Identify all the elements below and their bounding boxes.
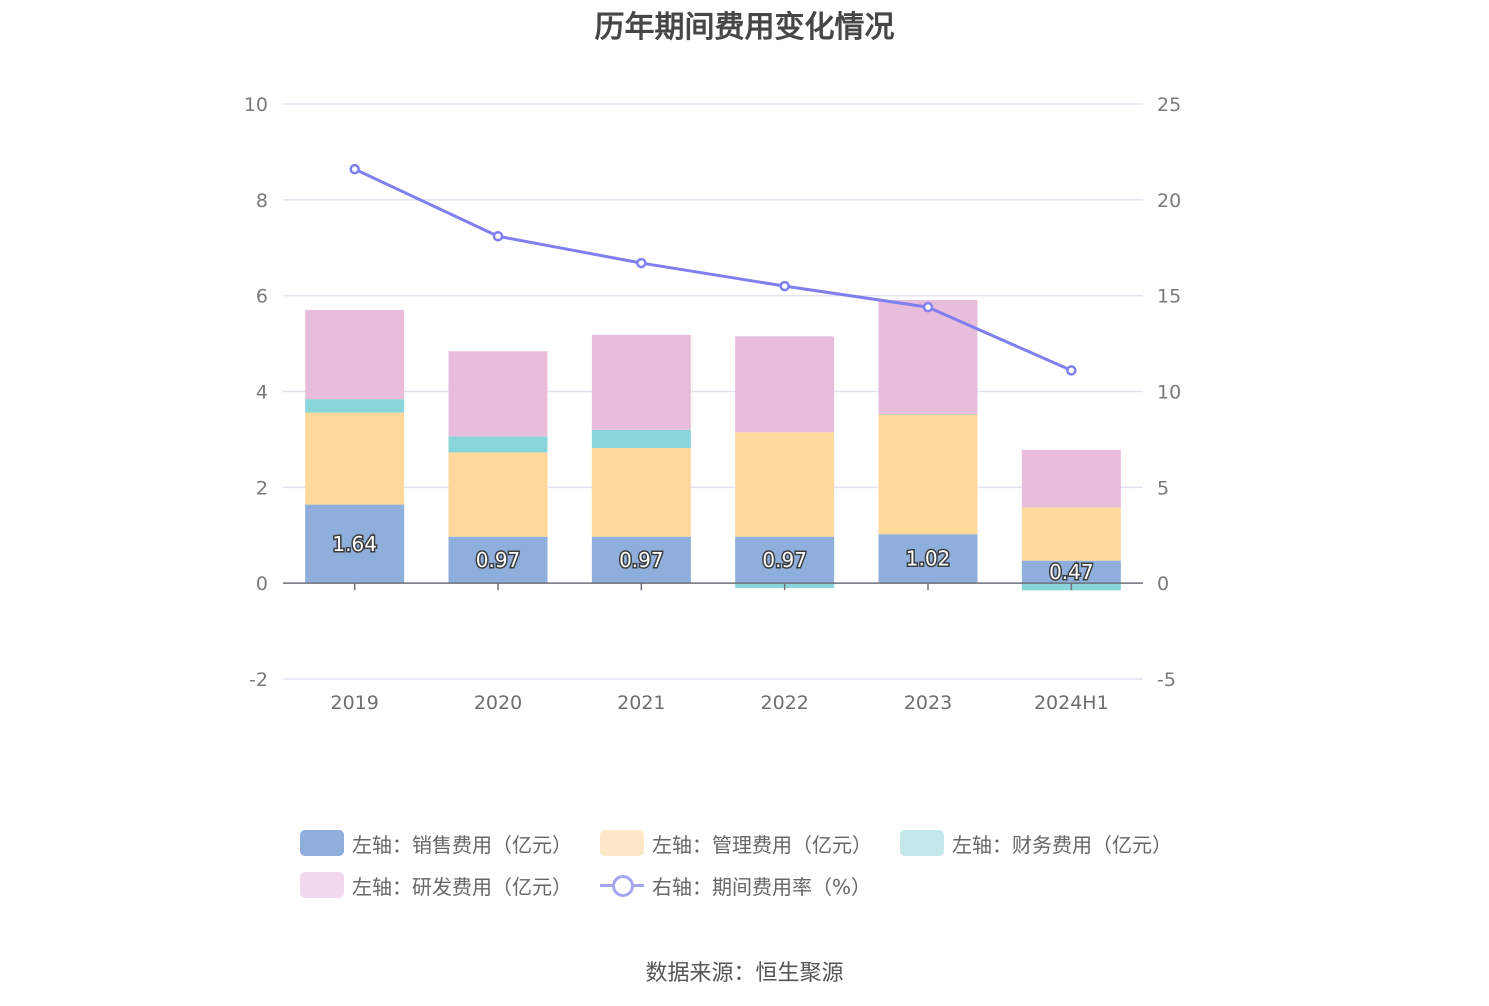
right-axis-tick-label: 25 [1157, 94, 1181, 116]
right-axis-tick-label: 0 [1157, 573, 1169, 595]
legend-swatch-rnd [300, 872, 344, 898]
bar-segment-3-2020 [448, 351, 548, 437]
data-label: 0.47 [1049, 560, 1094, 584]
bar-segment-2-2019 [305, 399, 405, 413]
right-axis-tick-label: -5 [1157, 669, 1176, 691]
legend-item-sales[interactable]: 左轴：销售费用（亿元） [300, 829, 572, 858]
left-axis-tick-label: -2 [249, 669, 268, 691]
legend-item-finance[interactable]: 左轴：财务费用（亿元） [900, 829, 1172, 858]
bar-segment-2-2020 [448, 436, 548, 453]
left-axis-tick-label: 2 [256, 477, 268, 499]
bar-segment-1-2024H1 [1021, 507, 1121, 561]
left-axis-tick-label: 4 [256, 382, 268, 404]
bar-segment-2-2021 [591, 429, 691, 449]
rate-point [1066, 365, 1077, 376]
legend-swatch-admin [600, 830, 644, 856]
left-axis-tick-label: 10 [244, 94, 268, 116]
legend-swatch-finance [900, 830, 944, 856]
bar-segment-0-2022 [735, 536, 835, 584]
bar-segment-0-2021 [591, 536, 691, 584]
rate-point [779, 280, 790, 292]
bar-segment-0-2019 [305, 504, 405, 584]
right-axis-tick-label: 20 [1157, 190, 1181, 212]
bar-segment-3-2022 [735, 336, 835, 433]
bar-segment-0-2023 [878, 534, 978, 584]
bar-segment-1-2022 [735, 432, 835, 537]
x-axis-tick-label: 2024H1 [1034, 692, 1109, 714]
data-label: 0.97 [619, 548, 664, 572]
x-axis-tick-label: 2023 [904, 692, 952, 714]
x-axis-tick-label: 2019 [330, 692, 378, 714]
bar-segment-1-2021 [591, 448, 691, 537]
bar-segment-3-2019 [305, 310, 405, 400]
legend-label-finance: 左轴：财务费用（亿元） [952, 832, 1172, 857]
data-source: 数据来源：恒生聚源 [645, 961, 844, 986]
legend-label-rnd: 左轴：研发费用（亿元） [352, 874, 572, 899]
chart-title: 历年期间费用变化情况 [594, 10, 895, 45]
chart-legend: 左轴：销售费用（亿元） 左轴：管理费用（亿元） 左轴：财务费用（亿元） 左轴：研… [300, 826, 1220, 910]
bar-segment-1-2020 [448, 452, 548, 537]
right-axis-tick-label: 10 [1157, 382, 1181, 404]
data-label: 1.02 [906, 547, 951, 571]
legend-label-rate: 右轴：期间费用率（%） [652, 874, 872, 899]
right-axis-tick-label: 15 [1157, 286, 1181, 308]
bar-segment-3-2023 [878, 299, 978, 415]
legend-label-sales: 左轴：销售费用（亿元） [352, 832, 572, 857]
x-axis-tick-label: 2021 [617, 692, 665, 714]
legend-swatch-sales [300, 830, 344, 856]
rate-point [349, 163, 360, 175]
rate-point [922, 301, 934, 313]
data-label: 0.97 [476, 548, 521, 572]
bar-segment-3-2024H1 [1021, 449, 1121, 508]
left-axis-tick-label: 0 [256, 573, 268, 595]
legend-item-rate[interactable]: 右轴：期间费用率（%） [600, 871, 871, 900]
data-label: 0.97 [762, 548, 807, 572]
rate-point [492, 231, 504, 242]
bar-segment-1-2019 [305, 412, 405, 505]
bar-segment-3-2021 [591, 334, 691, 430]
bar-segment-2-2023 [878, 414, 978, 415]
x-axis-tick-label: 2022 [760, 692, 808, 714]
legend-label-admin: 左轴：管理费用（亿元） [652, 832, 872, 857]
bar-segment-0-2020 [448, 536, 548, 584]
legend-item-admin[interactable]: 左轴：管理费用（亿元） [600, 829, 872, 858]
data-label: 1.64 [332, 532, 377, 556]
rate-line [354, 167, 1072, 372]
left-axis-tick-label: 8 [256, 190, 268, 212]
rate-point [636, 257, 647, 269]
bar-segment-0-2024H1 [1021, 560, 1121, 584]
legend-item-rnd[interactable]: 左轴：研发费用（亿元） [300, 871, 572, 900]
right-axis-tick-label: 5 [1157, 477, 1169, 499]
legend-swatch-rate [600, 872, 644, 898]
x-axis-tick-label: 2020 [474, 692, 522, 714]
left-axis-tick-label: 6 [256, 286, 268, 308]
bar-segment-1-2023 [878, 414, 978, 535]
